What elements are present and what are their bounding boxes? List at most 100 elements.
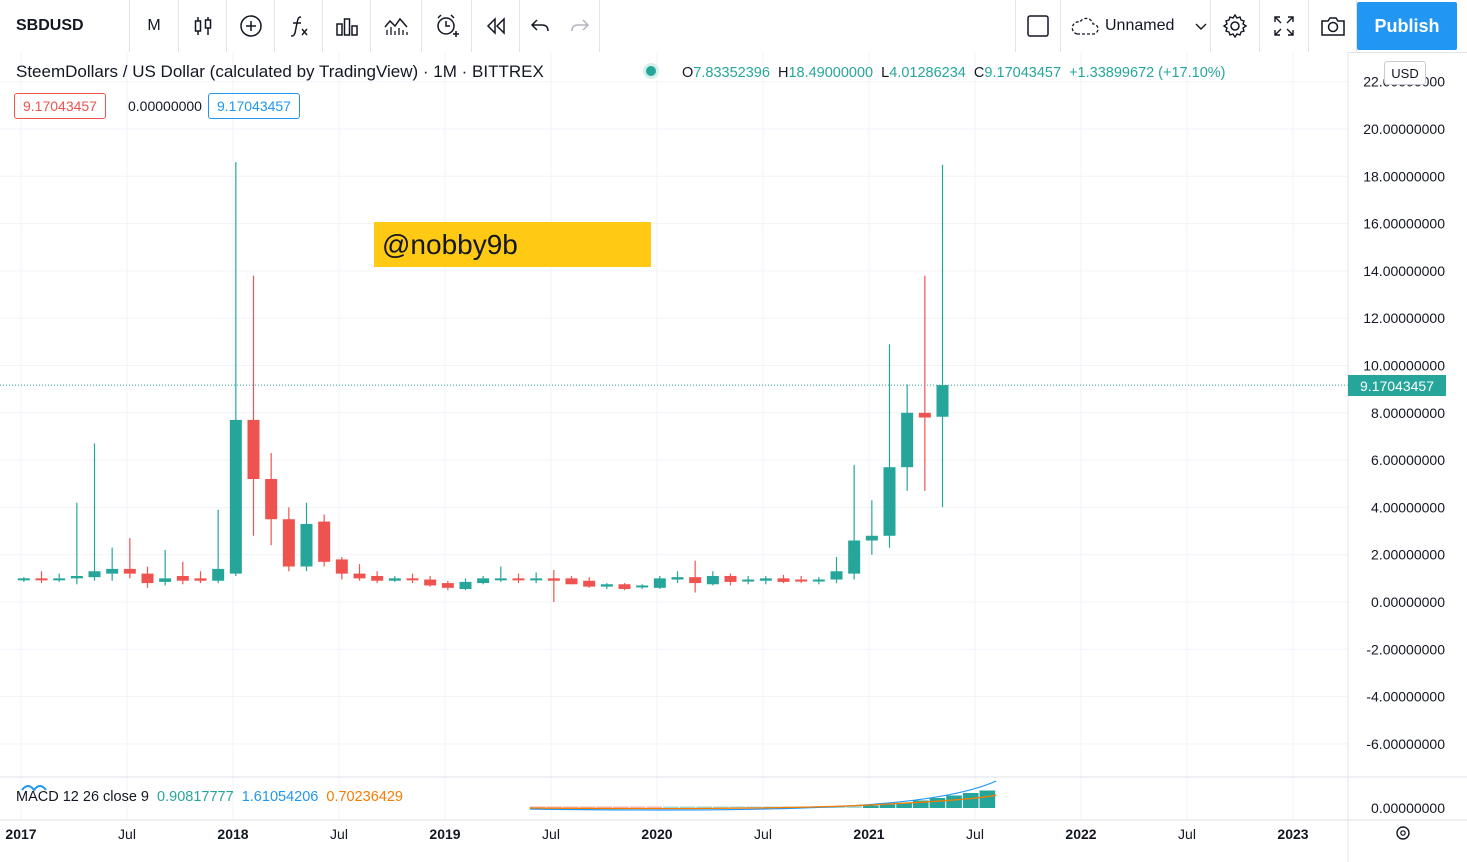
candles xyxy=(17,162,949,602)
sell-price-box[interactable]: 9.17043457 xyxy=(14,93,106,119)
time-tick-label: Jul xyxy=(754,826,772,842)
time-tick-label: 2020 xyxy=(641,826,672,842)
candle-body xyxy=(53,578,66,581)
macd-legend: MACD 12 26 close 9 0.90817777 1.61054206… xyxy=(16,789,403,805)
candle-body xyxy=(176,575,189,581)
candle-body xyxy=(547,578,560,581)
macd-histogram-bar xyxy=(912,800,929,808)
candle-body xyxy=(724,575,737,582)
candle-body xyxy=(936,385,949,417)
macd-title: MACD 12 26 close 9 xyxy=(16,789,149,805)
macd-histogram-bar xyxy=(596,806,613,808)
price-tick-label: 20.00000000 xyxy=(1363,121,1445,137)
macd-histogram-bar xyxy=(663,806,679,808)
publish-button[interactable]: Publish xyxy=(1357,2,1457,50)
price-tick-label: 10.00000000 xyxy=(1363,358,1445,374)
time-tick-label: 2022 xyxy=(1065,826,1096,842)
macd-histogram-bar xyxy=(929,798,946,808)
close-value: 9.17043457 xyxy=(984,65,1062,81)
market-status-dot[interactable] xyxy=(646,66,656,76)
candle-body xyxy=(848,540,861,574)
axis-settings-icon xyxy=(1396,826,1410,840)
price-tick-label: 8.00000000 xyxy=(1371,405,1445,421)
candle-body xyxy=(706,575,719,585)
candle-body xyxy=(141,573,154,584)
macd-histogram-bar xyxy=(679,806,696,808)
fullscreen-icon[interactable] xyxy=(1260,0,1309,52)
macd-panel: 0.00000000 xyxy=(21,780,1445,816)
macd-histogram-bar xyxy=(979,790,996,808)
macd-hist-value: 0.70236429 xyxy=(326,789,403,805)
spread-value: 0.00000000 xyxy=(128,98,202,114)
price-tick-label: 14.00000000 xyxy=(1363,263,1445,279)
buy-price-box[interactable]: 9.17043457 xyxy=(208,93,300,119)
candle-body xyxy=(194,578,207,581)
compare-plus-icon[interactable] xyxy=(227,0,275,52)
chevron-down-icon xyxy=(1195,23,1207,30)
candle-body xyxy=(512,578,525,581)
macd-value: 0.90817777 xyxy=(157,789,234,805)
candle-body xyxy=(777,578,790,582)
symbol-search-button[interactable]: SBDUSD xyxy=(0,0,130,52)
macd-histogram-bar xyxy=(846,805,862,808)
layout-name-button[interactable]: Unnamed xyxy=(1061,0,1211,52)
candle-body xyxy=(653,578,666,588)
currency-label[interactable]: USD xyxy=(1384,61,1426,85)
multi-chart-icon[interactable] xyxy=(371,0,422,52)
macd-histogram-bar xyxy=(529,806,546,808)
candle-body xyxy=(689,577,702,584)
author-watermark: @nobby9b xyxy=(374,222,651,267)
candle-body xyxy=(583,580,596,587)
time-tick-label: Jul xyxy=(542,826,560,842)
top-toolbar: SBDUSD M Unnamed Publish xyxy=(0,0,1467,53)
last-price-tag: 9.17043457 xyxy=(1348,375,1446,396)
time-tick-label: Jul xyxy=(330,826,348,842)
chart-grid xyxy=(0,52,1467,820)
price-tick-label: 6.00000000 xyxy=(1371,452,1445,468)
macd-histogram-bar xyxy=(746,806,762,808)
camera-icon[interactable] xyxy=(1309,0,1357,52)
price-axis: 22.0000000020.0000000018.0000000016.0000… xyxy=(1347,52,1445,862)
fx-icon[interactable] xyxy=(275,0,323,52)
time-tick-label: 2021 xyxy=(853,826,884,842)
price-tick-label: 0.00000000 xyxy=(1371,594,1445,610)
candle-body xyxy=(388,578,401,581)
price-tick-label: -2.00000000 xyxy=(1366,641,1445,657)
candle-body xyxy=(123,568,136,574)
time-tick-label: Jul xyxy=(118,826,136,842)
macd-histogram-bar xyxy=(729,806,746,808)
macd-signal-value: 1.61054206 xyxy=(241,789,319,805)
candle-body xyxy=(88,571,101,578)
indicators-icon[interactable] xyxy=(323,0,371,52)
candle-body xyxy=(424,579,437,586)
candle-body xyxy=(70,575,83,579)
alert-icon[interactable] xyxy=(422,0,472,52)
macd-histogram-bar xyxy=(896,803,912,808)
candle-body xyxy=(371,575,384,581)
macd-axis-label: 0.00000000 xyxy=(1371,800,1445,816)
gear-icon[interactable] xyxy=(1211,0,1260,52)
candle-body xyxy=(229,419,242,574)
low-label: L xyxy=(881,65,890,81)
candle-body xyxy=(636,585,649,588)
interval-button[interactable]: M xyxy=(130,0,179,52)
candle-body xyxy=(441,583,454,588)
redo-icon[interactable] xyxy=(560,0,600,52)
candle-body xyxy=(459,581,472,589)
time-tick-label: 2017 xyxy=(5,826,36,842)
macd-histogram-bar xyxy=(563,806,579,808)
macd-histogram-bar xyxy=(862,805,879,808)
close-label: C xyxy=(973,65,985,81)
undo-icon[interactable] xyxy=(520,0,560,52)
select-layout-icon[interactable] xyxy=(1015,0,1061,52)
candle-body xyxy=(759,578,772,581)
replay-icon[interactable] xyxy=(472,0,520,52)
price-tick-label: 12.00000000 xyxy=(1363,310,1445,326)
candle-body xyxy=(618,584,631,589)
candle-body xyxy=(883,467,896,536)
candles-icon[interactable] xyxy=(179,0,227,52)
high-label: H xyxy=(777,65,789,81)
change-value: +1.33899672 (+17.10%) xyxy=(1069,65,1226,81)
candle-body xyxy=(918,412,931,418)
price-chart[interactable]: 0.00000000 22.0000000020.0000000018.0000… xyxy=(0,52,1467,862)
